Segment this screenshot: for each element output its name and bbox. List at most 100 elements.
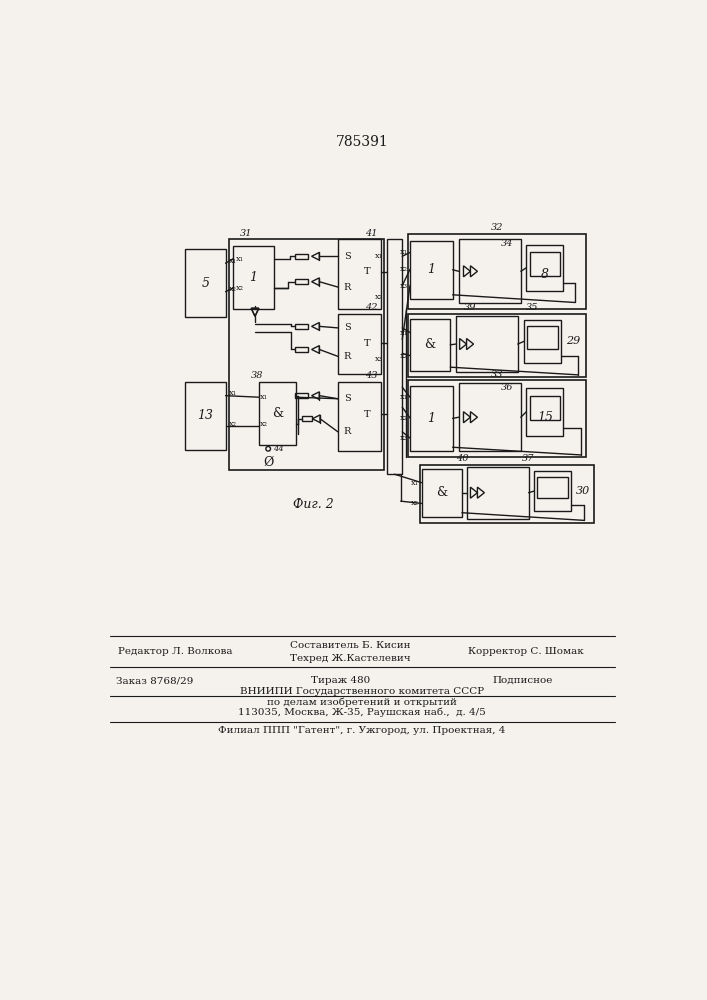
Text: Филиал ППП "Гатент", г. Ужгород, ул. Проектная, 4: Филиал ППП "Гатент", г. Ужгород, ул. Про… [218,726,506,735]
Text: x₁: x₁ [399,329,408,337]
Bar [296,254,308,259]
Bar [410,241,452,299]
Bar [530,252,559,276]
Text: по делам изобретений и открытий: по делам изобретений и открытий [267,697,457,707]
Text: 33: 33 [491,370,503,379]
Text: Составитель Б. Кисин: Составитель Б. Кисин [290,641,411,650]
Bar [530,396,559,420]
Text: R: R [344,283,351,292]
Text: x₁: x₁ [375,252,383,260]
Bar [230,239,385,470]
Text: Корректор С. Шомак: Корректор С. Шомак [468,647,584,656]
Bar [524,320,561,363]
Bar [459,383,521,451]
Text: Ø: Ø [263,455,274,468]
Text: x₂: x₂ [399,352,408,360]
Text: x₂: x₂ [235,284,243,292]
Text: Тираж 480: Тираж 480 [310,676,370,685]
Bar [338,239,380,309]
Text: 40: 40 [457,454,469,463]
Text: Подписное: Подписное [492,676,553,685]
Text: 1: 1 [250,271,257,284]
Text: x₃: x₃ [399,282,408,290]
Text: x₂: x₂ [411,499,419,507]
Text: 34: 34 [501,239,513,248]
Text: 8: 8 [541,267,549,280]
Text: x₁: x₁ [228,257,237,265]
Text: ВНИИПИ Государственного комитета СССР: ВНИИПИ Государственного комитета СССР [240,687,484,696]
Bar [185,249,226,317]
Bar [296,347,308,352]
Text: x₁: x₁ [399,248,408,256]
Text: 113035, Москва, Ж-35, Раушская наб.,  д. 4/5: 113035, Москва, Ж-35, Раушская наб., д. … [238,707,486,717]
Bar [420,465,595,523]
Bar [467,466,529,519]
Text: 36: 36 [501,383,513,392]
Bar [185,382,226,450]
Text: Редактор Л. Волкова: Редактор Л. Волкова [118,647,233,656]
Bar [296,279,308,284]
Bar [338,314,380,374]
Bar [526,388,563,436]
Text: &: & [425,338,436,351]
Text: x₃: x₃ [399,434,408,442]
Bar [526,245,563,291]
Text: 31: 31 [240,229,252,238]
Text: 39: 39 [463,303,476,312]
Text: &: & [272,407,283,420]
Text: R: R [344,352,351,361]
Bar [410,386,452,451]
Text: 35: 35 [525,303,538,312]
Text: 1: 1 [427,412,436,425]
Text: 30: 30 [575,486,590,496]
Text: S: S [344,252,351,261]
Text: 13: 13 [197,409,214,422]
Bar [410,319,450,371]
Bar [408,314,586,377]
Bar [296,324,308,329]
Text: Заказ 8768/29: Заказ 8768/29 [115,676,193,685]
Bar [456,316,518,372]
Text: x₁: x₁ [235,255,243,263]
Text: R: R [344,427,351,436]
Text: 37: 37 [522,454,534,463]
Text: 1: 1 [427,263,436,276]
Text: x₁: x₁ [260,393,268,401]
Bar [408,234,586,309]
Bar [233,246,274,309]
Text: 42: 42 [365,303,378,312]
Text: S: S [344,394,351,403]
Text: 785391: 785391 [336,135,388,149]
Text: Техред Ж.Кастелевич: Техред Ж.Кастелевич [290,654,411,663]
Text: 32: 32 [491,223,503,232]
Text: x₃: x₃ [375,355,383,363]
Bar [421,469,462,517]
Text: x₂: x₂ [260,420,268,428]
Text: x₁: x₁ [228,389,237,397]
Text: S: S [344,323,351,332]
Text: x₂: x₂ [228,420,237,428]
Text: 41: 41 [365,229,378,238]
Text: Фиг. 2: Фиг. 2 [293,498,334,512]
Text: T: T [364,410,370,419]
Bar [459,239,521,303]
Text: 38: 38 [251,371,264,380]
Text: x₁: x₁ [411,479,419,487]
Bar [387,239,402,474]
Text: x₂: x₂ [228,285,237,293]
Bar [338,382,380,451]
Text: &: & [436,486,448,499]
Bar [534,471,571,511]
Text: T: T [364,339,370,348]
Text: 44: 44 [273,445,284,453]
Text: 5: 5 [201,277,209,290]
Text: x₂: x₂ [399,265,408,273]
Bar [537,477,568,498]
Text: x₂: x₂ [399,414,408,422]
Bar [303,416,312,421]
Bar [259,382,296,445]
Bar [408,380,586,457]
Text: x₂: x₂ [375,293,383,301]
Text: x₁: x₁ [399,393,408,401]
Text: 43: 43 [365,371,378,380]
